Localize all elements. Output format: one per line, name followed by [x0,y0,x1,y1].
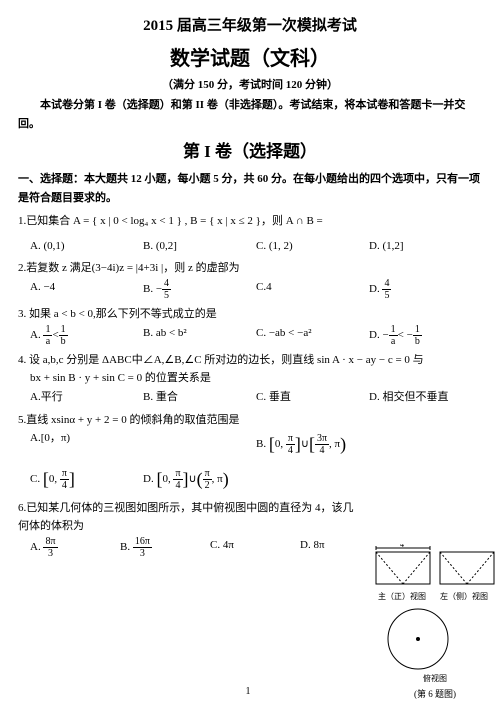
q5-stem: 5.直线 xsinα + y + 2 = 0 的倾斜角的取值范围是 [18,411,482,430]
q6-stem: 6.已知某几何体的三视图如图所示，其中俯视图中圆的直径为 4，该几何体的体积为 [18,499,358,536]
q2-opt-b: B. −45 [143,278,256,301]
svg-text:4: 4 [400,544,404,549]
q4-stem-2: bx + sin B · y + sin C = 0 的位置关系是 [18,369,482,388]
q5-opt-a: A.[0，π) [30,429,256,460]
q2-opt-c: C.4 [256,278,369,301]
q1-opt-d: D. (1,2] [369,237,482,256]
q1-opt-a: A. (0,1) [30,237,143,256]
q3-opt-c: C. −ab < −a² [256,324,369,347]
q3-options: A. 1a<1b B. ab < b² C. −ab < −a² D. −1a<… [18,324,482,347]
q3-opt-b: B. ab < b² [143,324,256,347]
q2-stem: 2.若复数 z 满足(3−4i)z = |4+3i |，则 z 的虚部为 [18,259,482,278]
q6-opt-c: C. 4π [210,536,300,559]
q3-opt-a: A. 1a<1b [30,324,143,347]
q5-options: A.[0，π) B. [0, π4]∪[3π4, π) [18,429,482,460]
q6-opt-b: B. 16π3 [120,536,210,559]
q5-options-2: C. [0, π4] D. [0, π4]∪(π2, π) [18,464,482,495]
section-heading: 一、选择题：本大题共 12 小题，每小题 5 分，共 60 分。在每小题给出的四… [18,170,482,207]
q1-opt-c: C. (1, 2) [256,237,369,256]
q5-opt-c: C. [0, π4] [30,464,143,495]
q2-options: A. −4 B. −45 C.4 D. 45 [18,278,482,301]
figure-q6: 4 2 主（正）视图 左（侧）视图 俯视图 (第 6 题图) [374,544,496,702]
q3-stem: 3. 如果 a < b < 0,那么下列不等式成立的是 [18,305,482,324]
q4-opt-a: A.平行 [30,388,143,407]
main-title: 2015 届高三年级第一次模拟考试 [18,14,482,40]
q6-options: A. 8π3 B. 16π3 C. 4π D. 8π [18,536,390,559]
page-number: 1 [18,683,478,700]
q2-opt-d: D. 45 [369,278,482,301]
q5-opt-d: D. [0, π4]∪(π2, π) [143,464,256,495]
q3-opt-d: D. −1a< −1b [369,324,482,347]
front-view-label: 主（正）视图 [374,590,430,604]
q1-options: A. (0,1) B. (0,2] C. (1, 2) D. (1,2] [18,237,482,256]
q1-stem: 1.已知集合 A = { x | 0 < log₄ x < 1 } , B = … [18,212,482,231]
instruction: 本试卷分第 I 卷（选择题）和第 II 卷（非选择题）。考试结束，将本试卷和答题… [18,96,482,133]
three-views-svg: 4 2 [374,544,496,684]
q4-opt-b: B. 重合 [143,388,256,407]
q4-opt-c: C. 垂直 [256,388,369,407]
q6-opt-a: A. 8π3 [30,536,120,559]
subject-title: 数学试题（文科） [18,42,482,76]
q4-opt-d: D. 相交但不垂直 [369,388,482,407]
section-title: 第 I 卷（选择题） [18,138,482,167]
q4-stem-1: 4. 设 a,b,c 分别是 ΔABC中∠A,∠B,∠C 所对边的边长，则直线 … [18,351,482,370]
q4-options: A.平行 B. 重合 C. 垂直 D. 相交但不垂直 [18,388,482,407]
q1-opt-b: B. (0,2] [143,237,256,256]
exam-meta: （满分 150 分，考试时间 120 分钟） [18,76,482,95]
q2-opt-a: A. −4 [30,278,143,301]
q5-opt-b: B. [0, π4]∪[3π4, π) [256,429,482,460]
side-view-label: 左（侧）视图 [436,590,492,604]
